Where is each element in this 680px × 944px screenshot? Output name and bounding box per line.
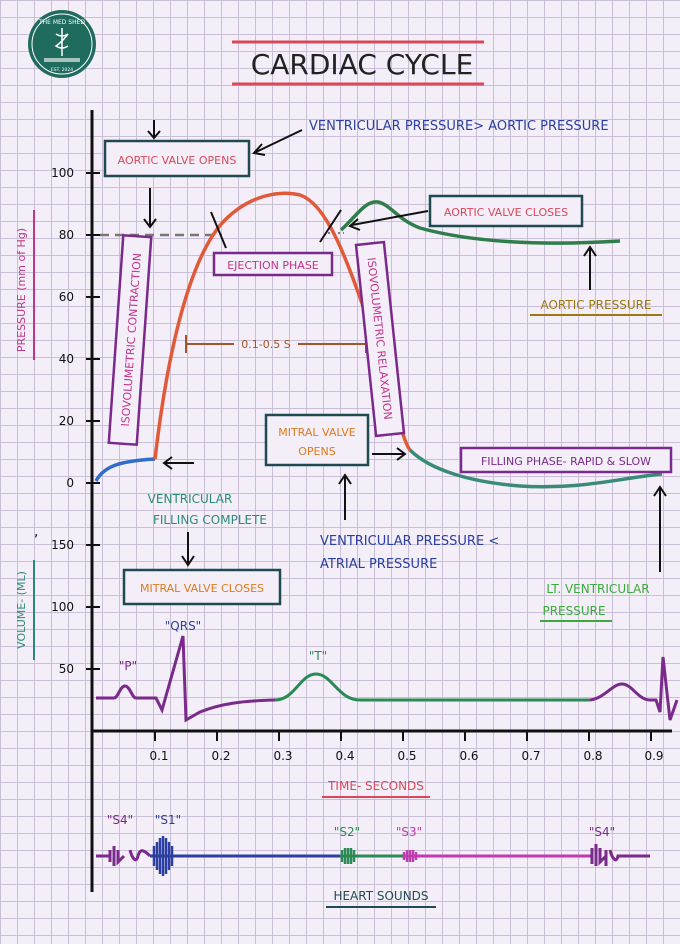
tick-t06: 0.6 [459,749,478,763]
tick-vol-100: 100 [51,600,74,614]
aortic-valve-closes-box [428,194,584,228]
pressure-axis-label: PRESSURE (mm of Hg) [15,228,28,352]
vp-lt-ap-line2: ATRIAL PRESSURE [320,557,437,572]
vent-filling-line1: VENTRICULAR [148,492,233,506]
s2-label: "S2" [334,825,360,839]
filling-phase-curve [408,448,663,489]
ecg-t-label: "T" [309,649,327,663]
tick-40: 40 [59,352,74,366]
time-axis-label: TIME- SECONDS [327,779,424,793]
arrow-left-icon [348,210,429,231]
vp-lt-ap-line1: VENTRICULAR PRESSURE < [320,534,499,549]
stray-comma: , [34,524,38,540]
lv-pressure-line2: PRESSURE [542,604,605,618]
pressure-axis-title: PRESSURE (mm of Hg) [15,210,35,360]
aortic-valve-closes-label: AORTIC VALVE CLOSES [444,206,568,219]
filling-phase-box [459,446,673,474]
caduceus-icon [54,28,69,56]
tick-80: 80 [59,228,74,242]
tick-t01: 0.1 [149,749,168,763]
volume-axis-title: VOLUME- (ML) [15,560,35,660]
ejection-phase-label: EJECTION PHASE [227,259,319,272]
logo-bar [44,58,80,62]
tick-60: 60 [59,290,74,304]
page-title: CARDIAC CYCLE [251,48,474,81]
arrow-up-icon [583,245,597,290]
ecg-qrs-label: "QRS" [165,619,201,633]
aortic-valve-opens-box [103,139,251,178]
arrow-up-icon [338,473,352,520]
volume-tick-labels: 150 100 50 [51,538,74,676]
mitral-valve-closes-box [122,568,282,606]
arrow-down-icon [181,532,195,567]
aortic-pressure-label: AORTIC PRESSURE [540,298,651,312]
ecg-trace-middle [274,672,590,702]
heart-sounds-label: HEART SOUNDS [333,889,428,903]
time-tick-marks [154,731,652,741]
mitral-valve-closes-label: MITRAL VALVE CLOSES [140,582,264,595]
tick-t07: 0.7 [521,749,540,763]
tick-t08: 0.8 [583,749,602,763]
ecg-trace-end [589,656,679,721]
mitral-valve-opens-line2: OPENS [298,445,335,458]
pressure-tick-labels: 100 80 60 40 20 0 [51,166,74,490]
early-filling-curve [94,457,156,482]
lv-pressure-line1: LT. VENTRICULAR [546,582,649,596]
aortic-pressure-curve [339,200,621,245]
s4-label-end: "S4" [589,825,615,839]
time-tick-labels: 0.1 0.2 0.3 0.4 0.5 0.6 0.7 0.8 0.9 [149,749,663,763]
aortic-open-marker [210,211,227,249]
tick-150: 150 [51,538,74,552]
logo-text-bottom: EST. 2024 [51,67,73,73]
s1-label: "S1" [155,813,181,827]
tick-t02: 0.2 [211,749,230,763]
arrow-left-icon [252,129,303,156]
tick-100: 100 [51,166,74,180]
aortic-valve-opens-label: AORTIC VALVE OPENS [118,154,237,167]
mitral-valve-opens-line1: MITRAL VALVE [278,426,356,439]
vp-gt-ap-label: VENTRICULAR PRESSURE> AORTIC PRESSURE [309,119,609,134]
tick-t05: 0.5 [397,749,416,763]
arrow-up-icon [653,485,667,572]
s4-label-start: "S4" [107,813,133,827]
tick-t03: 0.3 [273,749,292,763]
arrow-left-icon [162,456,194,470]
heart-sounds-trace [96,836,650,876]
tick-50: 50 [59,662,74,676]
isovolumetric-relaxation-box [354,240,406,438]
logo-text-top: THE MED SHED [38,19,85,26]
aortic-close-marker [319,209,342,243]
logo: THE MED SHED EST. 2024 [28,10,96,78]
arrow-right-icon [372,447,407,461]
vent-filling-line2: FILLING COMPLETE [153,513,267,527]
pressure-tick-marks [86,172,100,670]
volume-axis-label: VOLUME- (ML) [15,571,28,649]
arrow-down-icon [143,188,157,229]
duration-label: 0.1-0.5 S [241,338,290,351]
mitral-valve-opens-box [264,413,370,467]
tick-t04: 0.4 [335,749,354,763]
duration-indicator: 0.1-0.5 S [185,335,367,353]
s3-label: "S3" [396,825,422,839]
tick-20: 20 [59,414,74,428]
ecg-p-label: "P" [119,659,137,673]
arrow-down-icon [147,120,161,140]
ejection-phase-box [212,251,334,277]
tick-0: 0 [66,476,74,490]
tick-t09: 0.9 [644,749,663,763]
isovolumetric-contraction-box [107,233,153,447]
ecg-trace-start [96,635,276,723]
filling-phase-label: FILLING PHASE- RAPID & SLOW [481,455,651,468]
